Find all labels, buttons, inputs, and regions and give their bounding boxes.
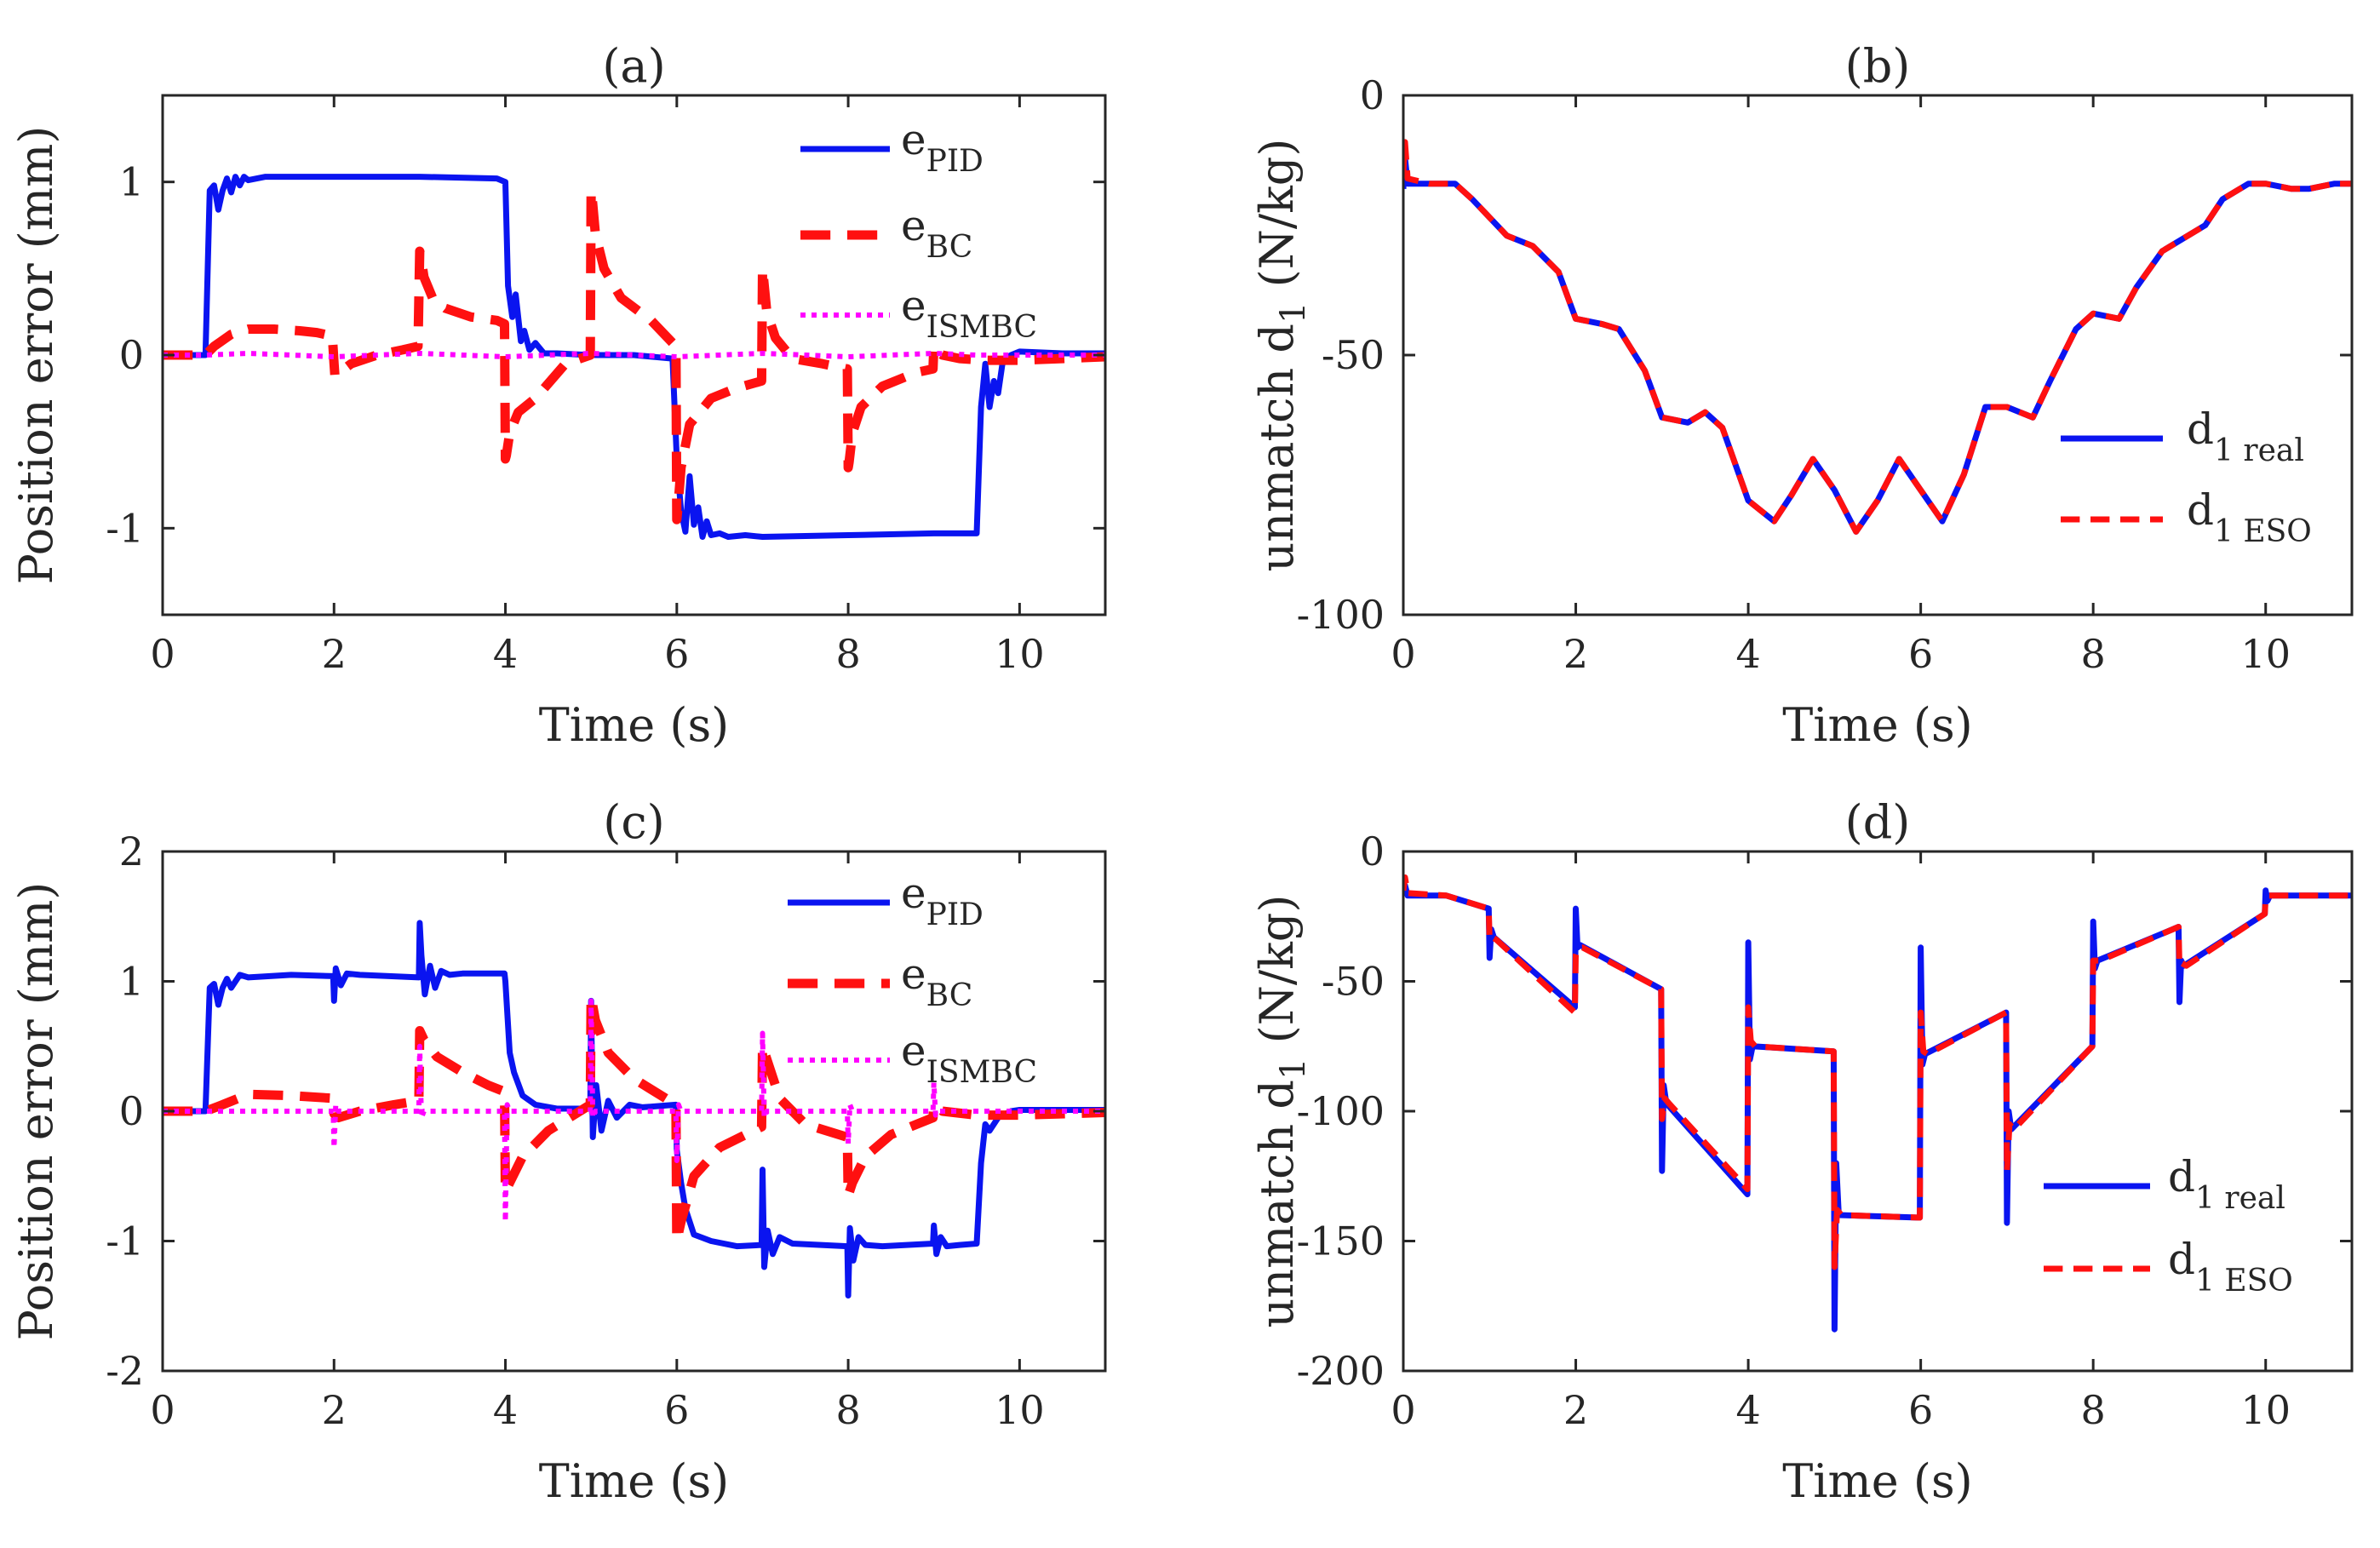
x-tick-label: 2 (322, 1387, 347, 1433)
y-tick-label: 1 (119, 159, 144, 205)
legend-label: eBC (901, 201, 972, 265)
legend-entry-e_PID: ePID (788, 869, 984, 932)
x-axis-label: Time (s) (1782, 1454, 1972, 1508)
legend-entry-e_PID: ePID (800, 115, 984, 179)
y-tick-label: -100 (1297, 592, 1385, 638)
y-tick-label: 0 (119, 332, 144, 378)
x-tick-label: 8 (2081, 1387, 2106, 1433)
x-tick-label: 0 (150, 1387, 175, 1433)
y-axis-label: Position error (mm) (9, 882, 63, 1341)
series-line-e_ISMBC (163, 351, 1105, 359)
y-tick-label: -200 (1297, 1348, 1385, 1394)
legend-entry-d1_real: d1 real (2061, 404, 2304, 468)
x-tick-label: 8 (835, 1387, 860, 1433)
legend-label: eBC (901, 949, 972, 1013)
y-tick-label: 2 (119, 828, 144, 874)
x-tick-label: 4 (493, 631, 518, 677)
x-tick-label: 0 (1391, 631, 1415, 677)
y-tick-label: -50 (1322, 332, 1385, 378)
series-group (163, 920, 1105, 1299)
y-tick-label: -50 (1322, 959, 1385, 1005)
panel-c: 0 2 4 6 8 10 -2 -1 0 1 2 (c) Time (s) Position error … (9, 795, 1107, 1508)
series-line-e_BC (163, 186, 1105, 525)
y-tick-label: 0 (1360, 72, 1385, 118)
y-axis-label: unmatch d1 (N/kg) (1250, 895, 1313, 1328)
x-tick-label: 4 (1735, 1387, 1760, 1433)
panel-title: (d) (1845, 795, 1911, 849)
x-axis-label: Time (s) (539, 698, 729, 752)
x-axis-label: Time (s) (1782, 698, 1972, 752)
panel-b: 0 2 4 6 8 10 -100 -50 0 (b) Time (s) unmatch d1 (N/… (1250, 39, 2354, 752)
y-tick-label: -1 (106, 1218, 144, 1264)
y-axis-label: Position error (mm) (9, 126, 63, 585)
x-tick-label: 6 (1908, 631, 1933, 677)
legend-label: d1 ESO (2187, 485, 2312, 549)
x-tick-label: 6 (664, 1387, 689, 1433)
x-tick-label: 0 (1391, 1387, 1415, 1433)
series-group (1403, 139, 2352, 535)
x-tick-label: 8 (835, 631, 860, 677)
x-tick-label: 4 (493, 1387, 518, 1433)
legend-label: d1 real (2168, 1152, 2285, 1216)
y-tick-label: -1 (106, 505, 144, 551)
legend-entry-e_BC: eBC (788, 949, 972, 1013)
y-tick-label: 1 (119, 959, 144, 1005)
x-tick-label: 2 (322, 631, 347, 677)
y-tick-label: 0 (1360, 828, 1385, 874)
legend-label: ePID (901, 869, 984, 932)
y-tick-label: -2 (106, 1348, 144, 1394)
series-group (163, 174, 1105, 540)
x-axis-label: Time (s) (539, 1454, 729, 1508)
plot-frame (1402, 94, 2354, 616)
legend-entry-d1_real: d1 real (2044, 1152, 2285, 1216)
legend-label: eISMBC (901, 1026, 1037, 1090)
series-line-d1_ESO (1403, 139, 2352, 535)
legend-label: d1 real (2187, 404, 2304, 468)
y-tick-label: 0 (119, 1088, 144, 1134)
legend-label: eISMBC (901, 281, 1037, 345)
y-tick-label: -150 (1297, 1218, 1385, 1264)
legend-entry-d1_ESO: d1 ESO (2061, 485, 2312, 549)
panel-title: (c) (603, 795, 664, 849)
y-tick-label: -100 (1297, 1088, 1385, 1134)
series-line-e_PID (163, 920, 1105, 1299)
panel-a: 0 2 4 6 8 10 -1 0 1 (a) Time (s) Position error (mm… (9, 39, 1107, 752)
panel-title: (a) (602, 39, 665, 93)
x-tick-label: 0 (150, 631, 175, 677)
x-tick-label: 6 (664, 631, 689, 677)
x-tick-label: 6 (1908, 1387, 1933, 1433)
x-tick-label: 2 (1563, 631, 1588, 677)
series-line-e_ISMBC (163, 998, 1105, 1224)
legend-label: ePID (901, 115, 984, 179)
legend-entry-d1_ESO: d1 ESO (2044, 1235, 2293, 1299)
panel-d: 0 2 4 6 8 10 -200 -150 -100 -50 0 (d) Time (s) unmatc… (1250, 795, 2354, 1508)
legend-entry-e_ISMBC: eISMBC (788, 1026, 1037, 1090)
x-tick-label: 2 (1563, 1387, 1588, 1433)
series-line-d1_ESO (1403, 874, 2352, 1270)
legend-entry-e_ISMBC: eISMBC (800, 281, 1037, 345)
x-tick-label: 8 (2081, 631, 2106, 677)
series-line-e_PID (163, 174, 1105, 540)
y-axis-label: unmatch d1 (N/kg) (1250, 139, 1313, 572)
series-group (1403, 874, 2352, 1333)
legend-label: d1 ESO (2168, 1235, 2293, 1299)
x-tick-label: 10 (2240, 631, 2291, 677)
legend-entry-e_BC: eBC (800, 201, 972, 265)
x-tick-label: 4 (1735, 631, 1760, 677)
x-tick-label: 10 (995, 1387, 1045, 1433)
series-line-e_BC (163, 992, 1105, 1246)
panel-title: (b) (1845, 39, 1911, 93)
x-tick-label: 10 (995, 631, 1045, 677)
x-tick-label: 10 (2240, 1387, 2291, 1433)
